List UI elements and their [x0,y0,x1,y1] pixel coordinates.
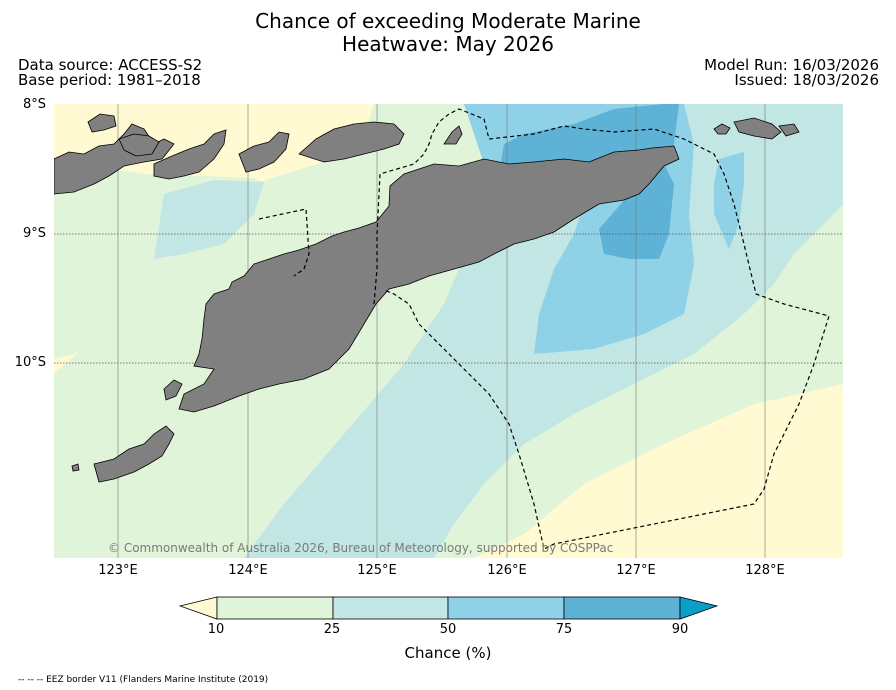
colorbar-10-25 [216,596,334,620]
lon-label-128e: 128°E [745,563,785,578]
colorbar-tick-10: 10 [207,622,225,637]
rote-island [93,425,175,483]
colorbar-below-10 [178,596,218,620]
zone-25-50-west [154,180,264,259]
eez-border [258,108,830,550]
heatwave-map: © Commonwealth of Australia 2026, Bureau… [54,104,843,558]
zone-75-90-east [599,164,674,259]
title-line-1: Chance of exceeding Moderate Marine [255,9,641,33]
lat-label-8s: 8°S [22,97,46,112]
colorbar-above-90 [679,596,719,620]
colorbar-75-90 [563,596,681,620]
lembata-island [118,133,160,157]
lat-label-9s: 9°S [22,226,46,241]
colorbar-50-75 [447,596,565,620]
colorbar-label: Chance (%) [404,644,492,662]
colorbar-tick-90: 90 [671,622,689,637]
colorbar-tick-75: 75 [555,622,573,637]
lon-label-125e: 125°E [357,563,397,578]
map-title: Chance of exceeding Moderate Marine Heat… [0,10,896,56]
meta-left: Data source: ACCESS-S2 Base period: 1981… [18,58,202,88]
wetar-island [298,121,405,163]
colorbar-tick-25: 25 [323,622,341,637]
semau-island [163,379,183,401]
title-line-2: Heatwave: May 2026 [342,32,554,56]
issued-date: Issued: 18/03/2026 [734,71,879,89]
copyright-text: © Commonwealth of Australia 2026, Bureau… [108,541,613,555]
pantar-island [153,129,227,180]
leti-island [733,117,782,140]
atauro-island [443,125,463,145]
timor-island [178,145,680,413]
zone-50-75-east [714,152,744,249]
alor-island [87,113,117,133]
lon-label-127e: 127°E [616,563,656,578]
lon-label-123e: 123°E [98,563,138,578]
moa-island [778,123,800,137]
eez-footer-note: -- -- -- EEZ border V11 (Flanders Marine… [18,675,269,685]
zone-below-10-southeast [474,384,843,558]
colorbar [178,596,719,620]
alor-east-island [238,131,290,173]
base-period: Base period: 1981–2018 [18,71,201,89]
colorbar-tick-50: 50 [439,622,457,637]
ndao-island [71,463,80,472]
lon-label-124e: 124°E [228,563,268,578]
lon-label-126e: 126°E [487,563,527,578]
model-run: Model Run: 16/03/2026 [704,56,879,74]
colorbar-25-50 [332,596,449,620]
kisar-island [713,123,731,135]
data-source: Data source: ACCESS-S2 [18,56,203,74]
lat-label-10s: 10°S [14,355,46,370]
meta-right: Model Run: 16/03/2026 Issued: 18/03/2026 [704,58,879,88]
